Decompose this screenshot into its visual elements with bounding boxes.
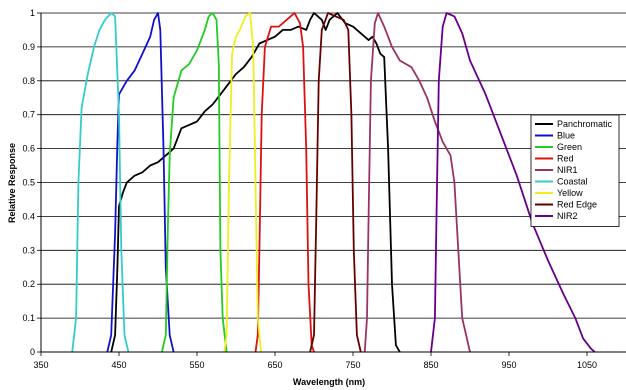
y-tick-label: 0 bbox=[30, 347, 35, 357]
x-axis-title: Wavelength (nm) bbox=[293, 377, 365, 387]
legend-label: Red Edge bbox=[557, 200, 597, 210]
gridlines bbox=[41, 12, 626, 319]
legend-label: Red bbox=[557, 154, 574, 164]
legend-label: Green bbox=[557, 142, 582, 152]
y-tick-label: 0.2 bbox=[22, 279, 35, 289]
series-line-coastal bbox=[71, 12, 130, 353]
legend-label: NIR2 bbox=[557, 211, 578, 221]
y-axis-title: Relative Response bbox=[7, 143, 17, 223]
x-tick-label: 750 bbox=[345, 360, 360, 370]
series-line-nir2 bbox=[430, 12, 596, 353]
y-tick-label: 0.5 bbox=[22, 178, 35, 188]
legend-label: NIR1 bbox=[557, 165, 578, 175]
y-tick-label: 0.9 bbox=[22, 42, 35, 52]
legend-label: Blue bbox=[557, 131, 575, 141]
y-tick-label: 0.1 bbox=[22, 313, 35, 323]
series-line-red-edge bbox=[309, 12, 362, 353]
y-tick-label: 0.6 bbox=[22, 144, 35, 154]
series-line-yellow bbox=[223, 12, 262, 353]
x-tick-label: 450 bbox=[111, 360, 126, 370]
series-line-red bbox=[254, 12, 315, 353]
y-tick-label: 0.3 bbox=[22, 245, 35, 255]
y-tick-label: 0.8 bbox=[22, 76, 35, 86]
legend-label: Yellow bbox=[557, 188, 583, 198]
series-lines bbox=[71, 12, 596, 353]
y-tick-label: 0.7 bbox=[22, 110, 35, 120]
x-tick-label: 1050 bbox=[577, 360, 597, 370]
x-axis-ticks: 350 450 550 650 750 850 950 1050 bbox=[33, 352, 597, 370]
series-line-green bbox=[161, 12, 228, 353]
x-tick-label: 650 bbox=[267, 360, 282, 370]
x-tick-label: 850 bbox=[423, 360, 438, 370]
x-tick-label: 550 bbox=[189, 360, 204, 370]
series-line-blue bbox=[106, 12, 175, 353]
y-tick-label: 1 bbox=[30, 8, 35, 18]
legend-label: Panchromatic bbox=[557, 119, 613, 129]
legend-label: Coastal bbox=[557, 177, 588, 187]
x-tick-label: 950 bbox=[501, 360, 516, 370]
x-tick-label: 350 bbox=[33, 360, 48, 370]
series-line-nir1 bbox=[363, 12, 471, 353]
y-tick-label: 0.4 bbox=[22, 211, 35, 221]
y-axis-ticks: 0 0.1 0.2 0.3 0.4 0.5 0.6 0.7 0.8 0.9 1 bbox=[22, 8, 41, 357]
